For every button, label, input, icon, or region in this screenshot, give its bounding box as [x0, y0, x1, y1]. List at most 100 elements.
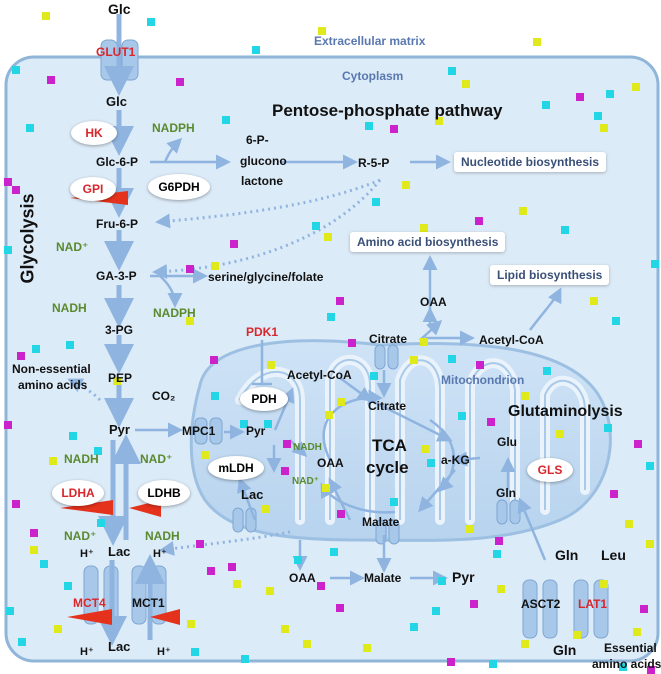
decoration-dot	[390, 498, 398, 506]
region-extracellular: Extracellular matrix	[314, 34, 426, 48]
metabolite-glu: Glu	[497, 435, 517, 449]
decoration-dot	[476, 361, 484, 369]
decoration-dot	[521, 640, 529, 648]
decoration-dot	[252, 46, 260, 54]
decoration-dot	[228, 563, 236, 571]
decoration-dot	[432, 607, 440, 615]
decoration-dot	[497, 585, 505, 593]
title-tca-line1: TCA	[372, 436, 407, 455]
metabolite-citrate-mito: Citrate	[368, 399, 407, 413]
metabolite-serine: serine/glycine/folate	[208, 270, 324, 284]
decoration-dot	[410, 623, 418, 631]
decoration-dot	[365, 122, 373, 130]
cofactor-nadh-3: NADH	[145, 529, 180, 543]
cofactor-h-2: H⁺	[153, 548, 167, 560]
decoration-dot	[186, 265, 194, 273]
cofactor-nad-3: NAD⁺	[64, 529, 97, 543]
metabolite-akg: a-KG	[441, 453, 470, 467]
decoration-dot	[12, 186, 20, 194]
decoration-dot	[519, 207, 527, 215]
metabolite-gluconolactone-1: 6-P-	[246, 133, 269, 147]
metabolite-co2: CO₂	[152, 389, 176, 403]
decoration-dot	[241, 655, 249, 663]
enzyme-gls: GLS	[527, 458, 573, 482]
mito-arrows	[135, 370, 547, 586]
decoration-dot	[281, 467, 289, 475]
metabolite-leu: Leu	[601, 547, 626, 563]
decoration-dot	[210, 356, 218, 364]
glycolysis-arrows	[97, 14, 165, 646]
metabolite-citrate-cyto: Citrate	[369, 332, 408, 346]
decoration-dot	[646, 540, 654, 548]
decoration-dot	[420, 338, 428, 346]
decoration-dot	[336, 297, 344, 305]
metabolite-oaa-mito: OAA	[317, 456, 344, 470]
decoration-dot	[336, 604, 344, 612]
decoration-dot	[30, 529, 38, 537]
decoration-dot	[6, 607, 14, 615]
metabolite-acetylcoa-cyto: Acetyl-CoA	[479, 333, 544, 347]
metabolite-glc-out: Glc	[108, 1, 131, 17]
enzyme-g6pdh: G6PDH	[148, 174, 210, 200]
title-tca-line2: cycle	[366, 458, 409, 477]
decoration-dot	[69, 432, 77, 440]
enzyme-hk: HK	[71, 121, 117, 145]
decoration-dot	[12, 66, 20, 74]
enzyme-pdh: PDH	[240, 387, 288, 411]
decoration-dot	[594, 112, 602, 120]
decoration-dot	[113, 377, 121, 385]
decoration-dot	[211, 392, 219, 400]
decoration-dot	[447, 658, 455, 666]
metabolite-nonessential-1: Non-essential	[12, 362, 91, 376]
label-mpc1: MPC1	[182, 424, 216, 438]
decoration-dot	[201, 451, 209, 459]
decoration-dot	[18, 638, 26, 646]
decoration-dot	[651, 260, 659, 268]
decoration-dot	[47, 76, 55, 84]
output-nucleotide-biosynthesis: Nucleotide biosynthesis	[454, 152, 607, 172]
cofactor-nadh-2: NADH	[64, 452, 99, 466]
metabolite-glc-in: Glc	[106, 94, 127, 109]
decoration-dot	[196, 540, 204, 548]
decoration-dot	[324, 233, 332, 241]
asct2-transporter	[522, 579, 558, 639]
decoration-dot	[533, 38, 541, 46]
metabolite-pyr-cyto-bottom: Pyr	[452, 569, 475, 585]
decoration-dot	[600, 580, 608, 588]
decoration-dot	[561, 226, 569, 234]
decoration-dot	[448, 67, 456, 75]
cofactor-nad-2: NAD⁺	[140, 452, 173, 466]
label-asct2: ASCT2	[521, 597, 561, 611]
metabolite-3pg: 3-PG	[105, 323, 134, 337]
decoration-dot	[521, 392, 529, 400]
decoration-dot	[318, 27, 326, 35]
label-mct1: MCT1	[132, 596, 165, 610]
decoration-dot	[12, 500, 20, 508]
metabolite-gln-cyto: Gln	[555, 547, 579, 563]
decoration-dot	[640, 605, 648, 613]
decoration-dot	[420, 224, 428, 232]
cofactor-nadh-mito: NADH	[293, 442, 322, 453]
decoration-dot	[267, 361, 275, 369]
decoration-dot	[390, 125, 398, 133]
decoration-dot	[176, 78, 184, 86]
metabolite-ga3p: GA-3-P	[96, 269, 137, 283]
decoration-dot	[337, 510, 345, 518]
decoration-dot	[32, 345, 40, 353]
label-glut1: GLUT1	[96, 45, 136, 59]
metabolite-pyr-mito: Pyr	[246, 424, 266, 438]
metabolite-oaa-cyto-bottom: OAA	[289, 571, 316, 585]
decoration-dot	[543, 367, 551, 375]
decoration-dot	[337, 398, 345, 406]
decoration-dot	[489, 660, 497, 668]
decoration-dot	[233, 580, 241, 588]
decoration-dot	[54, 625, 62, 633]
decoration-dot	[556, 430, 564, 438]
decoration-dot	[294, 556, 302, 564]
decoration-dot	[97, 519, 105, 527]
decoration-dot	[402, 181, 410, 189]
decoration-dot	[475, 217, 483, 225]
metabolite-gln-mito: Gln	[496, 486, 516, 500]
